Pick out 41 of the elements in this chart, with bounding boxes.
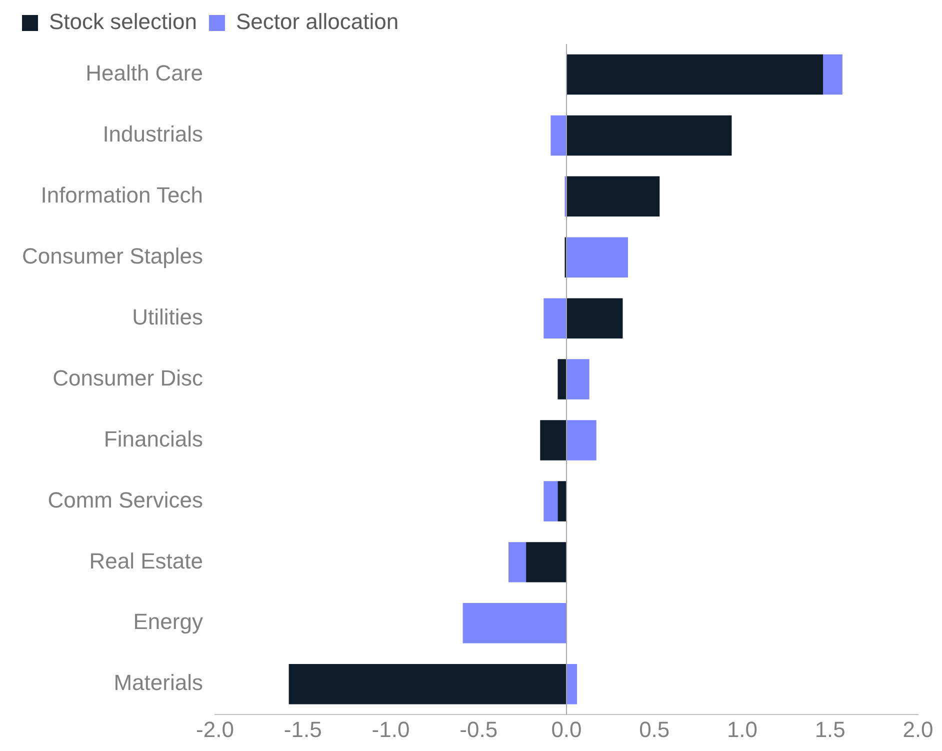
x-tick-label: 2.0 (902, 716, 934, 742)
bar (544, 481, 558, 522)
bar (566, 420, 596, 460)
bar (508, 542, 526, 582)
bar (566, 664, 578, 704)
legend-label: Stock selection (49, 9, 197, 34)
x-tick-label: 1.0 (726, 716, 758, 742)
bar (550, 115, 566, 156)
x-tick-label: 1.5 (814, 716, 846, 742)
x-tick-label: 0.0 (551, 716, 582, 742)
bar (526, 542, 566, 582)
y-tick-label: Consumer Staples (22, 243, 203, 268)
bar (558, 359, 566, 400)
y-tick-label: Utilities (132, 304, 203, 330)
x-tick-label: 0.5 (639, 716, 670, 742)
y-tick-label: Materials (114, 670, 203, 696)
x-tick-label: -2.0 (196, 716, 234, 742)
y-tick-label: Industrials (102, 122, 203, 147)
x-tick-label: -1.5 (284, 716, 322, 742)
bar (540, 420, 566, 460)
legend-label: Sector allocation (236, 9, 399, 34)
y-tick-label: Information Tech (40, 182, 203, 208)
x-tick-label: -1.0 (372, 716, 410, 742)
bar (288, 664, 566, 704)
y-tick-label: Consumer Disc (52, 365, 203, 390)
y-tick-label: Health Care (86, 60, 203, 86)
y-tick-label: Financials (104, 426, 203, 452)
y-tick-label: Comm Services (48, 487, 203, 512)
bar (566, 237, 628, 278)
bar (566, 115, 732, 156)
x-tick-label: -0.5 (460, 716, 498, 742)
bar (544, 298, 566, 338)
bar (566, 176, 660, 217)
bar (566, 298, 623, 338)
bar (566, 359, 590, 400)
bar (823, 54, 842, 95)
bar (558, 481, 566, 522)
bar (462, 603, 566, 644)
y-tick-label: Real Estate (89, 548, 203, 574)
y-tick-label: Energy (133, 609, 203, 634)
bar (566, 54, 824, 95)
